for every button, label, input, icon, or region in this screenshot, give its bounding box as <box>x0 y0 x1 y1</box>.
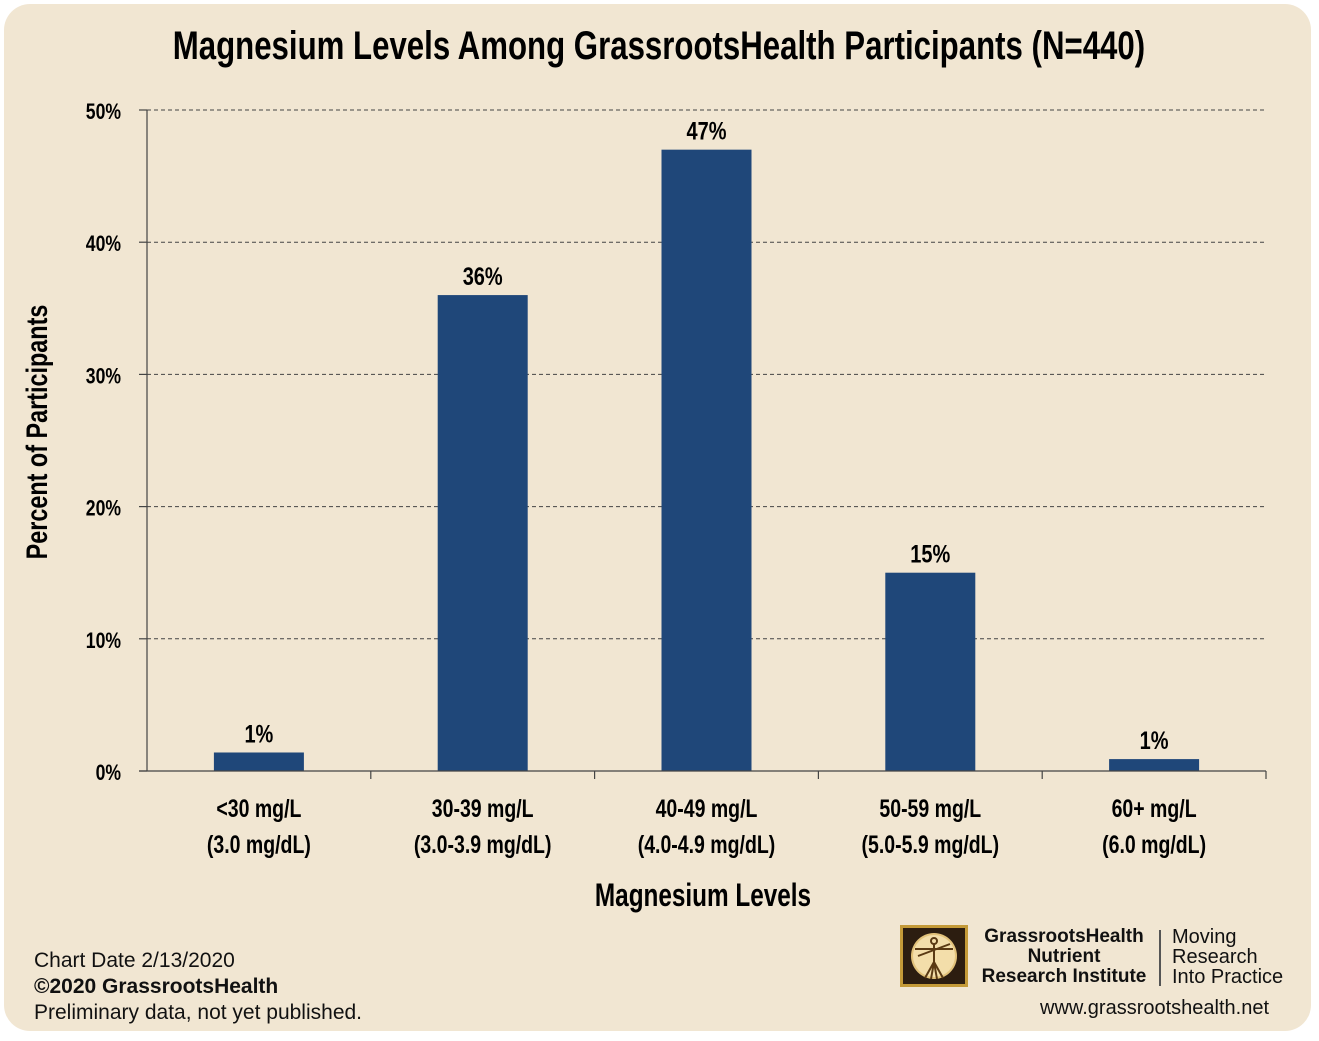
y-axis-title: Percent of Participants <box>20 305 53 560</box>
x-tick-label: 50-59 mg/L <box>879 795 981 823</box>
x-tick-label: (4.0-4.9 mg/dL) <box>638 831 776 859</box>
data-label: 36% <box>463 263 503 291</box>
y-tick-label: 10% <box>86 629 121 653</box>
tagline: Moving Research Into Practice <box>1172 927 1283 987</box>
data-label: 1% <box>244 720 273 748</box>
x-axis-title: Magnesium Levels <box>595 878 811 914</box>
data-label: 47% <box>686 118 726 146</box>
bar <box>661 149 752 771</box>
axes <box>139 109 1267 779</box>
y-tick-label: 40% <box>86 232 121 256</box>
y-tick-label: 30% <box>86 365 121 389</box>
org-name: GrassrootsHealth Nutrient Research Insti… <box>976 927 1152 987</box>
chart-card <box>4 4 1311 1031</box>
x-tick-label: 60+ mg/L <box>1112 795 1197 823</box>
x-tick-label: (3.0 mg/dL) <box>207 831 311 859</box>
x-tick-label: (3.0-3.9 mg/dL) <box>414 831 552 859</box>
x-tick-label: 40-49 mg/L <box>656 795 758 823</box>
preliminary-note: Preliminary data, not yet published. <box>34 1001 363 1024</box>
data-label: 15% <box>910 541 950 569</box>
bar <box>1109 759 1200 771</box>
org-name-line3: Research Institute <box>981 966 1147 987</box>
bar <box>213 752 304 771</box>
x-tick-label: <30 mg/L <box>216 795 301 823</box>
website-link[interactable]: www.grassrootshealth.net <box>1040 997 1270 1019</box>
chart-date: Chart Date 2/13/2020 <box>34 949 235 972</box>
y-tick-label: 50% <box>86 100 121 124</box>
org-name-line2: Nutrient <box>1027 946 1101 967</box>
tagline-line3: Into Practice <box>1172 966 1284 988</box>
logo-divider <box>1159 930 1161 986</box>
tagline-line2: Research <box>1172 946 1258 968</box>
bar <box>885 572 976 771</box>
y-tick-label: 0% <box>96 761 122 785</box>
chart-title: Magnesium Levels Among GrassrootsHealth … <box>172 24 1146 68</box>
y-tick-label: 20% <box>86 497 121 521</box>
labels: 0% 10% 20% 30% 40% 50% 1% <30 mg/L (3.0 mg/dL) 36… <box>20 100 1206 914</box>
org-name-line1: GrassrootsHealth <box>984 926 1144 947</box>
data-label: 1% <box>1140 727 1169 755</box>
copyright: ©2020 GrassrootsHealth <box>34 975 279 998</box>
vitruvian-man-icon <box>900 925 968 987</box>
bars <box>213 149 1200 771</box>
tagline-line1: Moving <box>1172 926 1237 948</box>
x-tick-label: (5.0-5.9 mg/dL) <box>862 831 1000 859</box>
bar <box>437 295 528 771</box>
x-tick-label: (6.0 mg/dL) <box>1102 831 1206 859</box>
chart-footer: Chart Date 2/13/2020 ©2020 GrassrootsHea… <box>34 948 362 1026</box>
x-tick-label: 30-39 mg/L <box>432 795 534 823</box>
